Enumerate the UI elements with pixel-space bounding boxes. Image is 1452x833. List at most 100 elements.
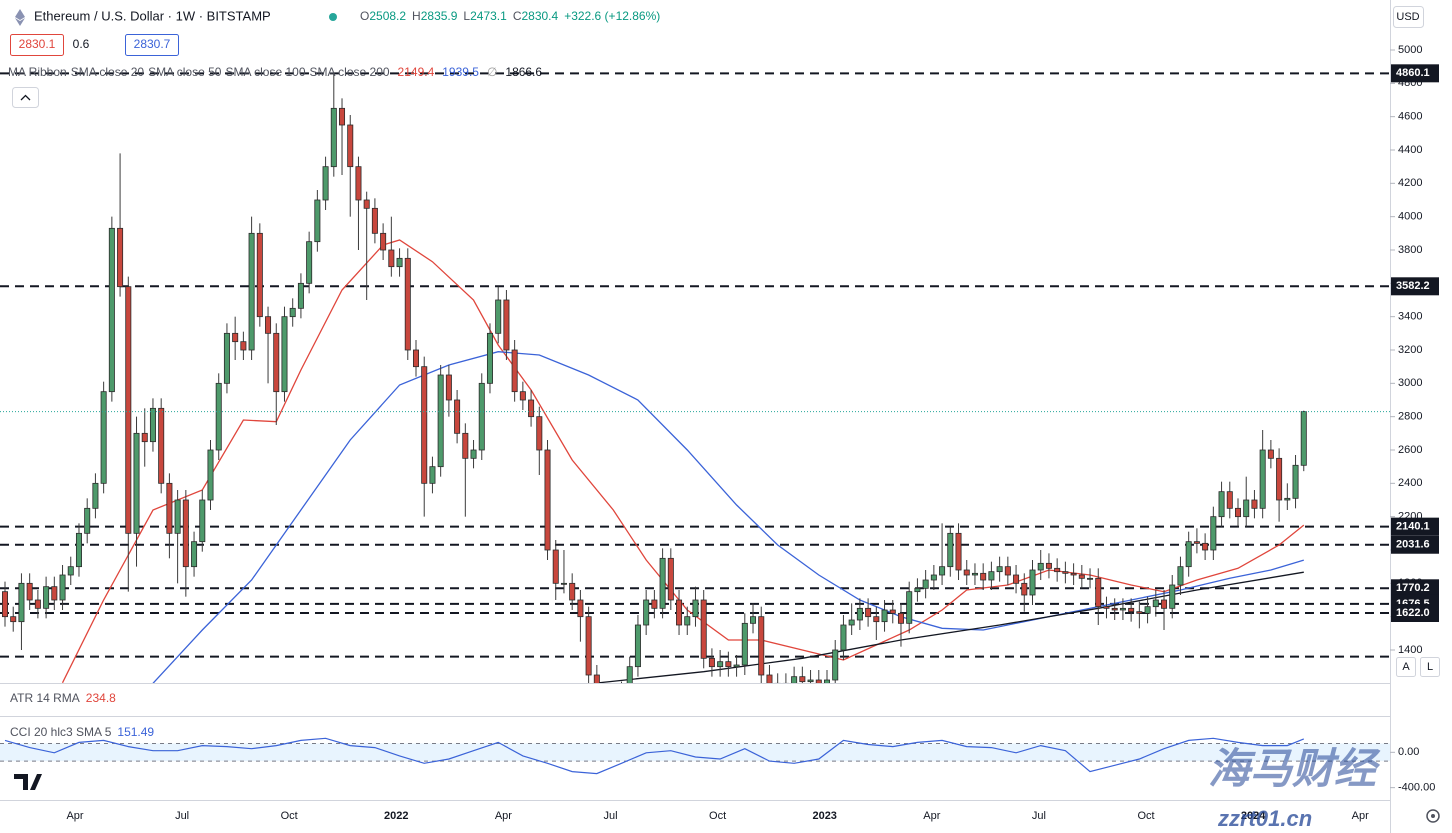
candle-body — [865, 607, 872, 618]
candle-body — [404, 257, 411, 351]
axis-layer: 1400160018002000220024002600280030003200… — [1390, 44, 1439, 794]
x-tick-label: Oct — [281, 810, 298, 822]
candle-body — [462, 432, 469, 459]
candle-body — [503, 299, 510, 351]
level-tag-label: 4860.1 — [1396, 67, 1430, 79]
candle-body — [881, 609, 888, 623]
candle-body — [807, 679, 814, 683]
candle-body — [577, 599, 584, 618]
candle-body — [158, 407, 165, 484]
candle-body — [108, 227, 115, 393]
ohlc-value: 2508.2 — [369, 9, 406, 23]
y-tick-label: 2800 — [1398, 411, 1422, 423]
x-tick-label: 2024 — [1241, 810, 1266, 822]
indicator-name: ATR 14 RMA — [10, 691, 80, 705]
level-tag — [1391, 604, 1439, 622]
legend-name: SMA close 50 — [148, 65, 222, 79]
candle-body — [930, 574, 937, 581]
watermark-brand: 海马财经 — [1208, 745, 1381, 792]
candle-body — [117, 227, 124, 288]
candle-body — [1292, 464, 1299, 499]
y-tick-label: 4200 — [1398, 177, 1422, 189]
candle-body — [1029, 569, 1036, 596]
currency-box[interactable] — [1393, 6, 1424, 28]
candle-body — [314, 199, 321, 243]
candle-body — [511, 349, 518, 393]
candle-body — [906, 591, 913, 624]
bid-box[interactable] — [10, 34, 64, 56]
candle-body — [495, 299, 502, 334]
candle-body — [273, 332, 280, 393]
candle-body — [207, 449, 214, 501]
level-tag-label: 3582.2 — [1396, 280, 1430, 292]
candle-body — [544, 449, 551, 551]
candle-body — [1300, 411, 1307, 466]
candle-body — [1070, 572, 1077, 576]
candle-body — [92, 482, 99, 509]
candle-body — [330, 107, 337, 168]
candle-body — [141, 432, 148, 443]
settings-button[interactable] — [1426, 809, 1440, 823]
candle-body — [10, 616, 17, 623]
candle-body — [347, 124, 354, 168]
legend-value: 1939.5 — [442, 65, 479, 79]
candle-body — [667, 557, 674, 601]
spread: 0.6 — [73, 37, 90, 51]
ask-box[interactable] — [125, 34, 179, 56]
candle-body — [256, 232, 263, 318]
legend-value: 1866.6 — [505, 65, 542, 79]
auto-scale-button[interactable] — [1396, 657, 1416, 677]
y-tick-label: 3400 — [1398, 311, 1422, 323]
eth-icon — [15, 9, 25, 26]
price-pane — [0, 72, 1390, 683]
candle-body — [750, 616, 757, 624]
candle-body — [322, 166, 329, 201]
x-tick-label: Jul — [603, 810, 617, 822]
candle-body — [1045, 562, 1052, 569]
candle-body — [1037, 562, 1044, 571]
candle-body — [437, 374, 444, 468]
candle-body — [478, 382, 485, 451]
level-tag — [1391, 579, 1439, 598]
candle-body — [996, 566, 1003, 573]
candle-body — [1226, 491, 1233, 509]
candle-body — [166, 482, 173, 534]
candle-body — [421, 366, 428, 484]
candle-body — [1243, 499, 1250, 518]
candle-body — [412, 349, 419, 368]
candle-body — [536, 416, 543, 451]
y-tick-label: 2600 — [1398, 444, 1422, 456]
legend-value: ∅ — [487, 65, 497, 79]
settings-dot — [1431, 814, 1435, 818]
candle-body — [223, 332, 230, 384]
candle-body — [643, 599, 650, 626]
collapse-button[interactable] — [12, 87, 39, 108]
watermark-site: zzrt01.cn — [1217, 806, 1312, 831]
candle-body — [585, 616, 592, 676]
control-label: A — [1402, 661, 1410, 673]
candle-body — [922, 579, 929, 589]
candle-body — [1267, 449, 1274, 459]
candle-body — [1193, 541, 1200, 544]
y-tick-label: 3000 — [1398, 377, 1422, 389]
candle-body — [67, 566, 74, 576]
candle-body — [741, 622, 748, 666]
level-tag-label: 1622.0 — [1396, 607, 1430, 619]
candle-body — [947, 532, 954, 568]
level-tag — [1391, 277, 1439, 296]
candle-body — [232, 332, 239, 343]
candle-body — [519, 391, 526, 401]
candle-body — [725, 661, 732, 668]
candle-body — [963, 569, 970, 576]
log-scale-button[interactable] — [1420, 657, 1440, 677]
symbol-title[interactable]: Ethereum / U.S. Dollar · 1W · BITSTAMP — [34, 8, 271, 23]
candle-body — [1013, 574, 1020, 584]
candle-body — [692, 599, 699, 618]
candle-body — [980, 572, 987, 581]
level-tag — [1391, 517, 1439, 536]
candle-body — [363, 199, 370, 209]
y-tick-label: 5000 — [1398, 44, 1422, 56]
candle-body — [684, 616, 691, 626]
candle-body — [1210, 516, 1217, 551]
